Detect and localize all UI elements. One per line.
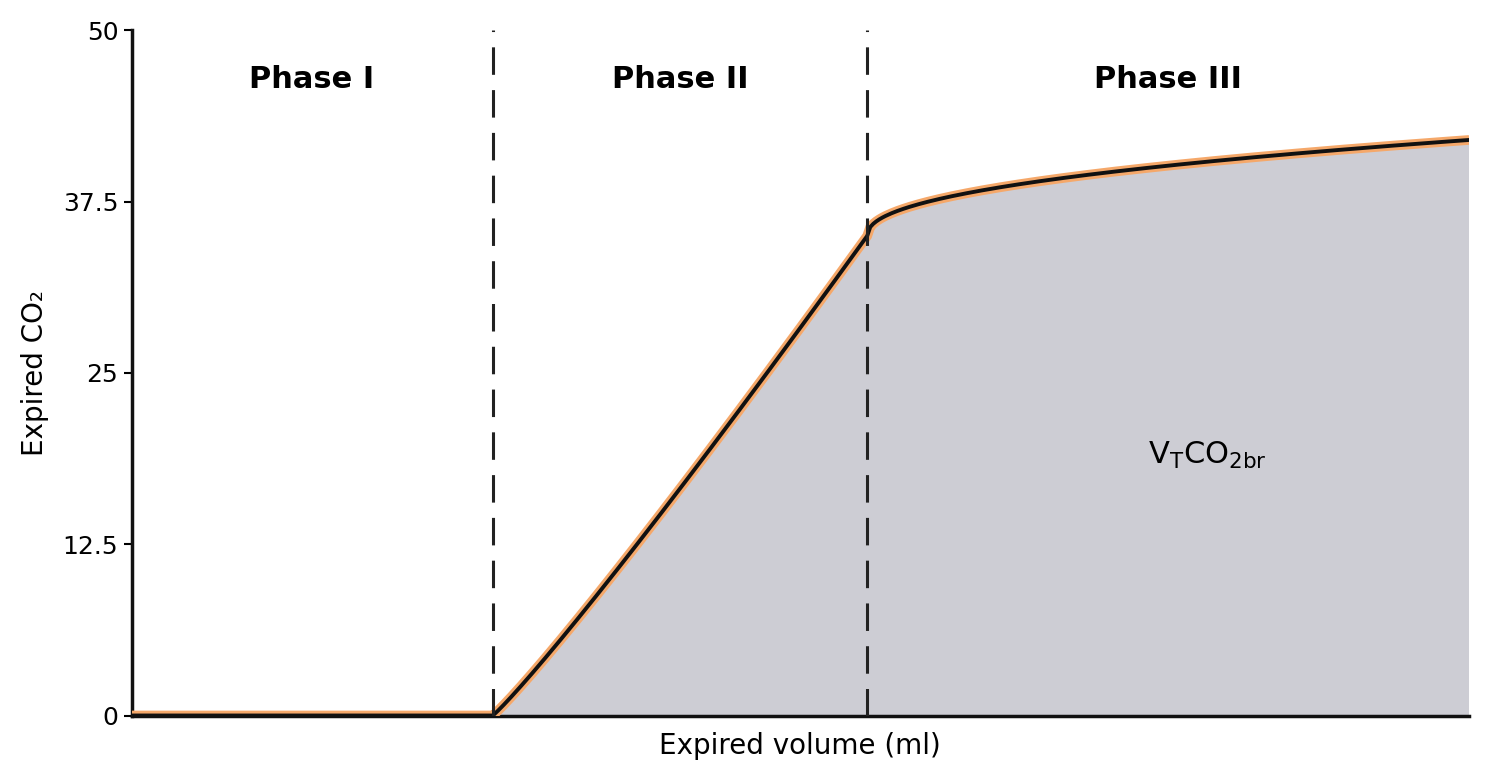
X-axis label: Expired volume (ml): Expired volume (ml) — [660, 732, 942, 760]
Y-axis label: Expired CO₂: Expired CO₂ — [21, 290, 49, 456]
Text: $\mathsf{V_TCO_{2br}}$: $\mathsf{V_TCO_{2br}}$ — [1149, 440, 1266, 471]
Text: Phase II: Phase II — [612, 65, 748, 94]
Text: Phase III: Phase III — [1094, 65, 1243, 94]
Text: Phase I: Phase I — [249, 65, 375, 94]
Polygon shape — [493, 140, 1469, 715]
